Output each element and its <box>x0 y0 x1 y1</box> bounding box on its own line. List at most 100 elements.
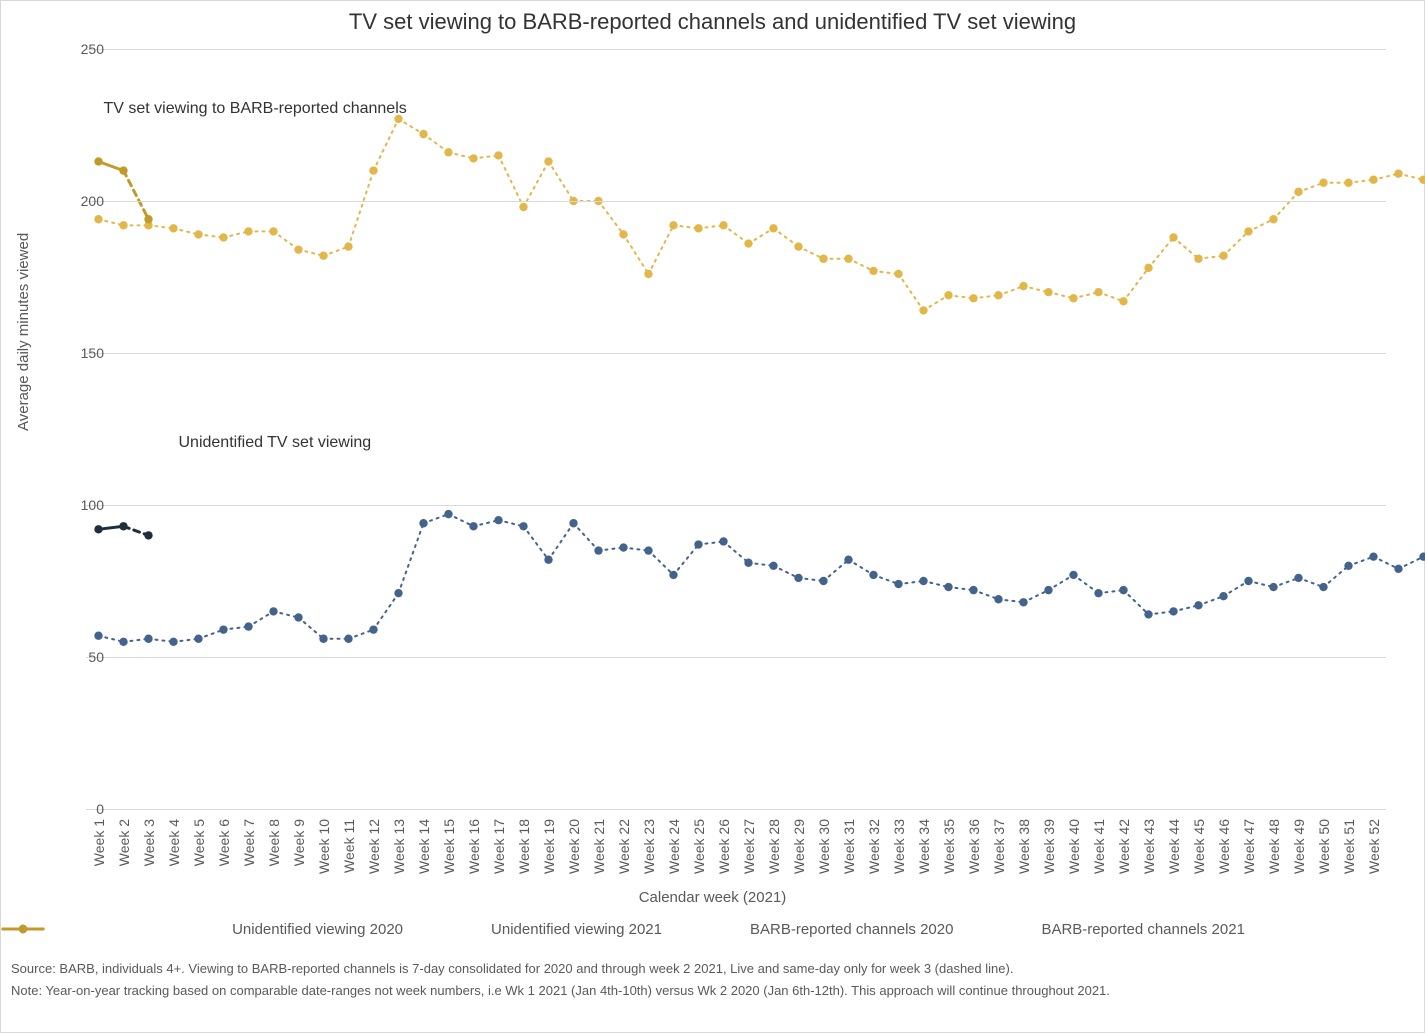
y-tick-label: 150 <box>54 345 104 361</box>
x-tick-label: Week 27 <box>741 819 757 874</box>
marker <box>1344 179 1352 187</box>
gridline <box>86 809 1386 810</box>
legend-item-unid2020: Unidentified viewing 2020 <box>180 921 403 938</box>
marker <box>619 230 627 238</box>
marker <box>194 635 202 643</box>
marker <box>719 221 727 229</box>
x-tick-label: Week 36 <box>966 819 982 874</box>
chart-title: TV set viewing to BARB-reported channels… <box>1 9 1424 35</box>
marker <box>269 227 277 235</box>
marker <box>1044 288 1052 296</box>
x-tick-label: Week 23 <box>641 819 657 874</box>
y-tick-label: 250 <box>54 41 104 57</box>
marker <box>1294 574 1302 582</box>
marker <box>194 230 202 238</box>
x-tick-label: Week 49 <box>1291 819 1307 874</box>
x-tick-label: Week 3 <box>141 819 157 866</box>
x-axis-label: Calendar week (2021) <box>1 889 1424 906</box>
marker <box>1419 552 1425 560</box>
marker <box>1219 592 1227 600</box>
x-tick-label: Week 43 <box>1141 819 1157 874</box>
x-tick-label: Week 12 <box>366 819 382 874</box>
marker <box>944 291 952 299</box>
marker <box>294 245 302 253</box>
x-tick-label: Week 5 <box>191 819 207 866</box>
marker <box>769 224 777 232</box>
marker <box>144 215 152 223</box>
series-unid2021 <box>94 522 152 540</box>
marker <box>1144 610 1152 618</box>
marker <box>794 242 802 250</box>
marker <box>644 270 652 278</box>
y-tick-label: 50 <box>54 649 104 665</box>
marker <box>1069 571 1077 579</box>
marker <box>1019 282 1027 290</box>
x-tick-label: Week 8 <box>266 819 282 866</box>
x-tick-label: Week 51 <box>1341 819 1357 874</box>
marker <box>369 166 377 174</box>
source-line-1: Source: BARB, individuals 4+. Viewing to… <box>11 961 1013 976</box>
marker <box>1394 565 1402 573</box>
marker <box>869 571 877 579</box>
x-tick-label: Week 44 <box>1166 819 1182 874</box>
x-tick-label: Week 38 <box>1016 819 1032 874</box>
legend-label: BARB-reported channels 2021 <box>1041 921 1244 938</box>
marker <box>169 638 177 646</box>
marker <box>919 306 927 314</box>
y-tick-label: 100 <box>54 497 104 513</box>
gridline <box>86 201 1386 202</box>
x-tick-label: Week 14 <box>416 819 432 874</box>
marker <box>1244 577 1252 585</box>
marker <box>844 556 852 564</box>
marker <box>1019 598 1027 606</box>
marker <box>1069 294 1077 302</box>
marker <box>544 157 552 165</box>
marker <box>794 574 802 582</box>
legend-swatch <box>989 922 1033 938</box>
x-tick-label: Week 2 <box>116 819 132 866</box>
x-tick-label: Week 35 <box>941 819 957 874</box>
x-tick-label: Week 13 <box>391 819 407 874</box>
marker <box>994 291 1002 299</box>
x-tick-label: Week 50 <box>1316 819 1332 874</box>
x-tick-label: Week 42 <box>1116 819 1132 874</box>
x-tick-label: Week 37 <box>991 819 1007 874</box>
x-tick-label: Week 20 <box>566 819 582 874</box>
marker <box>994 595 1002 603</box>
marker <box>1269 583 1277 591</box>
marker <box>344 635 352 643</box>
marker <box>519 203 527 211</box>
x-tick-label: Week 47 <box>1241 819 1257 874</box>
marker <box>419 130 427 138</box>
x-tick-label: Week 48 <box>1266 819 1282 874</box>
marker <box>819 577 827 585</box>
legend-label: Unidentified viewing 2020 <box>232 921 403 938</box>
marker <box>94 525 102 533</box>
marker <box>1269 215 1277 223</box>
legend-item-barb2020: BARB-reported channels 2020 <box>698 921 953 938</box>
marker <box>1119 297 1127 305</box>
marker <box>119 522 127 530</box>
marker <box>819 255 827 263</box>
x-tick-label: Week 22 <box>616 819 632 874</box>
y-tick-label: 0 <box>54 801 104 817</box>
x-tick-label: Week 16 <box>466 819 482 874</box>
marker <box>1319 179 1327 187</box>
marker <box>394 589 402 597</box>
x-tick-label: Week 7 <box>241 819 257 866</box>
marker <box>719 537 727 545</box>
y-tick-label: 200 <box>54 193 104 209</box>
marker <box>119 638 127 646</box>
legend: Unidentified viewing 2020 Unidentified v… <box>1 921 1424 942</box>
marker <box>144 531 152 539</box>
x-tick-label: Week 15 <box>441 819 457 874</box>
marker <box>519 522 527 530</box>
marker <box>744 559 752 567</box>
x-tick-label: Week 9 <box>291 819 307 866</box>
x-tick-label: Week 41 <box>1091 819 1107 874</box>
x-tick-label: Week 24 <box>666 819 682 874</box>
series-barb2021 <box>94 157 152 223</box>
marker <box>1244 227 1252 235</box>
marker <box>319 252 327 260</box>
x-tick-label: Week 19 <box>541 819 557 874</box>
